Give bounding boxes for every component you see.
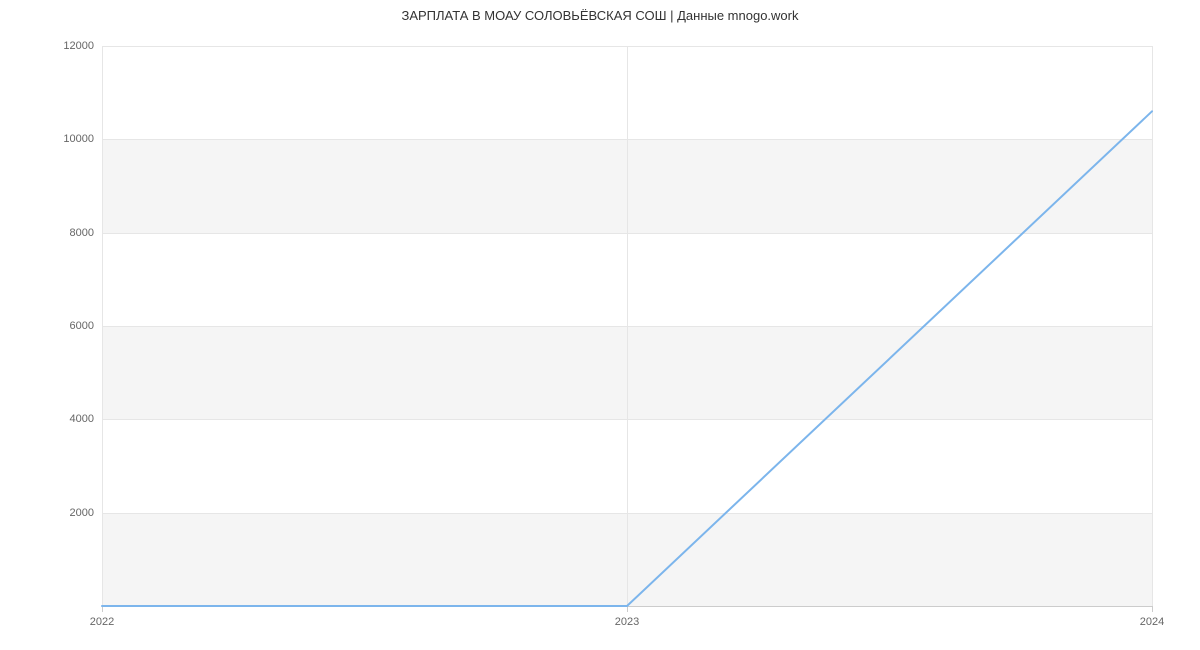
x-tick-mark xyxy=(1152,606,1153,612)
y-tick-label: 6000 xyxy=(70,320,94,332)
y-tick-label: 8000 xyxy=(70,227,94,239)
x-gridline xyxy=(1152,46,1153,606)
y-tick-label: 10000 xyxy=(63,133,94,145)
series-layer xyxy=(102,46,1152,606)
y-tick-label: 4000 xyxy=(70,413,94,425)
x-tick-label: 2024 xyxy=(1140,616,1164,628)
series-line xyxy=(102,111,1152,606)
y-tick-label: 2000 xyxy=(70,507,94,519)
y-tick-label: 12000 xyxy=(63,40,94,52)
chart-title: ЗАРПЛАТА В МОАУ СОЛОВЬЁВСКАЯ СОШ | Данны… xyxy=(0,8,1200,23)
x-tick-label: 2022 xyxy=(90,616,114,628)
x-tick-label: 2023 xyxy=(615,616,639,628)
chart-container: ЗАРПЛАТА В МОАУ СОЛОВЬЁВСКАЯ СОШ | Данны… xyxy=(0,0,1200,650)
plot-area: 20004000600080001000012000202220232024 xyxy=(102,46,1152,606)
